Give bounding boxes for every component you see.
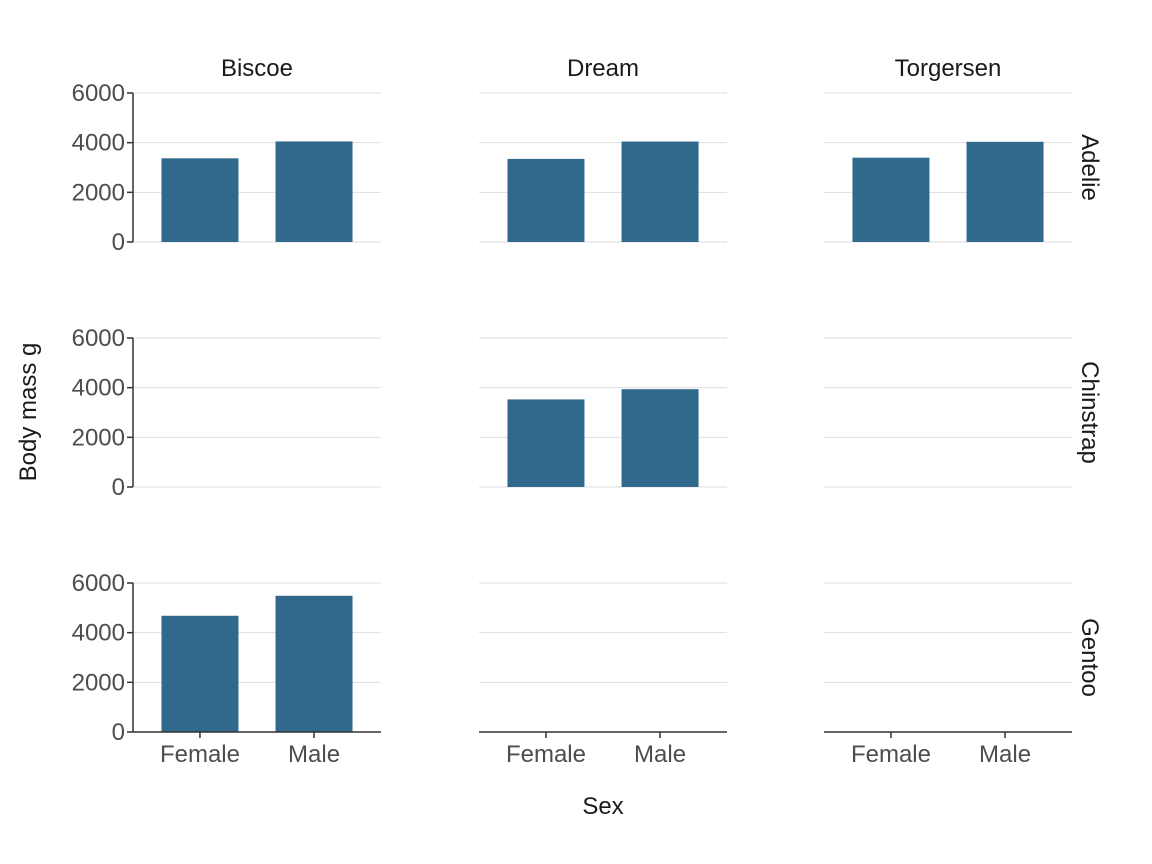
y-tick-label: 4000 bbox=[72, 130, 125, 157]
panel-torgersen-adelie bbox=[824, 92, 1072, 243]
bar-male bbox=[621, 389, 699, 487]
bar-female bbox=[507, 158, 585, 242]
strip-label-col: Dream bbox=[567, 55, 639, 82]
x-axis-title: Sex bbox=[582, 793, 623, 820]
panel-biscoe-gentoo: 0 2000 4000 6000 Female Male bbox=[72, 570, 381, 768]
y-axis-title: Body mass g bbox=[15, 343, 42, 482]
y-tick-label: 6000 bbox=[72, 570, 125, 597]
y-tick-label: 2000 bbox=[72, 669, 125, 696]
strip-label-col: Torgersen bbox=[895, 55, 1002, 82]
bar-female bbox=[161, 615, 239, 732]
panels-layer: 0 2000 4000 6000 0 2000 4000 6000 0 2000 4000 6000 F… bbox=[72, 80, 1072, 768]
bar-female bbox=[507, 399, 585, 487]
y-tick-label: 0 bbox=[112, 229, 125, 256]
panel-biscoe-adelie: 0 2000 4000 6000 bbox=[72, 80, 381, 256]
y-tick-label: 6000 bbox=[72, 80, 125, 107]
x-tick-label: Male bbox=[288, 741, 340, 768]
strip-label-row: Adelie bbox=[1076, 134, 1103, 201]
x-tick-label: Male bbox=[634, 741, 686, 768]
x-tick-label: Female bbox=[160, 741, 240, 768]
y-tick-label: 4000 bbox=[72, 620, 125, 647]
x-tick-label: Male bbox=[979, 741, 1031, 768]
panel-torgersen-gentoo: Female Male bbox=[824, 582, 1072, 768]
panel-biscoe-chinstrap: 0 2000 4000 6000 bbox=[72, 325, 381, 501]
y-tick-label: 4000 bbox=[72, 375, 125, 402]
y-tick-label: 6000 bbox=[72, 325, 125, 352]
panel-dream-gentoo: Female Male bbox=[479, 582, 727, 768]
x-tick-label: Female bbox=[851, 741, 931, 768]
strip-labels-layer: Biscoe Dream Torgersen Adelie Chinstrap Gento… bbox=[221, 55, 1103, 697]
y-tick-label: 0 bbox=[112, 719, 125, 746]
panel-dream-adelie bbox=[479, 92, 727, 243]
bar-male bbox=[621, 141, 699, 242]
bar-male bbox=[275, 141, 353, 242]
bar-female bbox=[161, 158, 239, 242]
strip-label-col: Biscoe bbox=[221, 55, 293, 82]
bar-male bbox=[966, 141, 1044, 242]
y-tick-label: 2000 bbox=[72, 424, 125, 451]
strip-label-row: Chinstrap bbox=[1076, 361, 1103, 464]
strip-label-row: Gentoo bbox=[1076, 618, 1103, 697]
x-tick-label: Female bbox=[506, 741, 586, 768]
bar-female bbox=[852, 157, 930, 242]
y-tick-label: 0 bbox=[112, 474, 125, 501]
panel-torgersen-chinstrap bbox=[824, 337, 1072, 488]
y-tick-label: 2000 bbox=[72, 179, 125, 206]
panel-dream-chinstrap bbox=[479, 337, 727, 488]
bar-male bbox=[275, 595, 353, 732]
